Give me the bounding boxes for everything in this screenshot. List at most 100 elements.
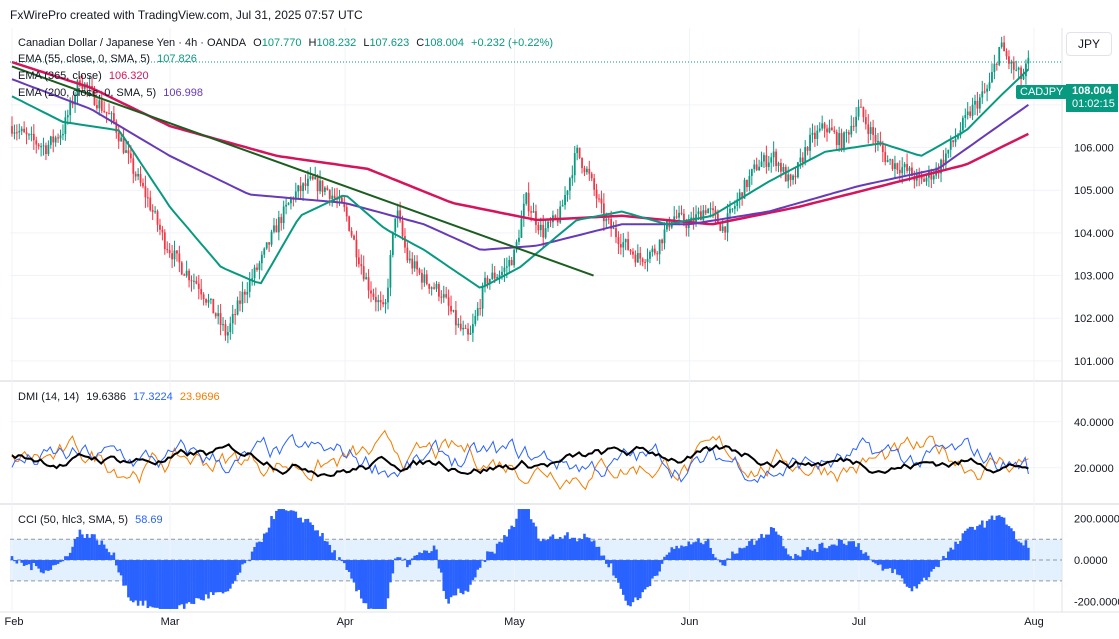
- candle-body: [452, 310, 455, 312]
- cci-bar: [961, 533, 965, 561]
- candle-body: [273, 225, 275, 232]
- candle-body: [702, 210, 705, 221]
- cci-bar: [156, 560, 159, 608]
- candle-body: [624, 239, 627, 243]
- cci-bar: [842, 543, 846, 561]
- candle-body: [872, 127, 875, 135]
- cci-bar: [735, 553, 739, 561]
- cci-bar: [968, 526, 972, 561]
- cci-bar: [432, 545, 436, 561]
- cci-bar: [709, 547, 712, 561]
- candle-body: [125, 150, 127, 153]
- cci-bar: [347, 560, 351, 572]
- candle-body: [930, 171, 933, 180]
- candle-body: [683, 213, 685, 224]
- candle-body: [146, 197, 149, 199]
- candle-body: [782, 167, 785, 172]
- cci-bar: [546, 539, 550, 561]
- cci-bar: [731, 551, 734, 561]
- cci-bar: [995, 515, 999, 561]
- candle-body: [629, 249, 632, 252]
- candle-body: [792, 175, 794, 180]
- cci-bar: [37, 560, 40, 569]
- candle-body: [268, 242, 271, 245]
- candle-body: [447, 297, 450, 306]
- candle-body: [823, 123, 826, 129]
- cci-bar: [692, 542, 695, 561]
- cci-bar: [927, 560, 931, 578]
- cci-bar: [672, 548, 676, 561]
- candle-body: [600, 198, 603, 204]
- candle-body: [656, 253, 659, 255]
- trendline: [11, 65, 594, 277]
- cci-bar: [1002, 517, 1006, 561]
- cci-bar: [823, 547, 826, 561]
- candle-body: [132, 158, 135, 174]
- cci-bar: [25, 560, 28, 565]
- candle-body: [811, 132, 814, 135]
- cci-bar: [772, 527, 775, 561]
- candle-body: [1003, 42, 1005, 52]
- cci-bar: [702, 544, 705, 561]
- cci-bar: [476, 560, 480, 570]
- cci-bar: [115, 560, 118, 566]
- cci-bar: [539, 541, 543, 561]
- cci-bar: [588, 537, 591, 561]
- cci-bar: [985, 520, 989, 561]
- cci-bar: [316, 530, 319, 561]
- candle-body: [217, 313, 220, 317]
- ema365-value: 106.320: [108, 70, 149, 82]
- cci-bar: [20, 560, 24, 563]
- candle-body: [173, 250, 176, 260]
- cci-bar: [864, 552, 868, 561]
- candle-body: [15, 132, 18, 134]
- cci-bar: [221, 560, 225, 594]
- candle-body: [741, 192, 744, 199]
- l-value: 107.623: [369, 37, 410, 49]
- candle-body: [379, 300, 382, 303]
- candle-body: [852, 125, 855, 127]
- candle-body: [881, 145, 884, 153]
- candle-body: [602, 203, 605, 222]
- candle-body: [911, 167, 913, 177]
- candle-body: [112, 113, 115, 122]
- candle-body: [838, 133, 841, 146]
- candle-body: [896, 163, 899, 170]
- candle-body: [920, 175, 923, 179]
- cci-histogram: [10, 509, 1030, 609]
- candle-body: [818, 128, 821, 131]
- cci-bar: [277, 509, 281, 561]
- ema365-line: [11, 60, 1029, 226]
- candle-body: [542, 224, 545, 238]
- currency-button[interactable]: JPY: [1066, 32, 1112, 56]
- candle-body: [503, 267, 506, 272]
- cci-bar: [435, 549, 438, 561]
- cci-bar: [604, 560, 608, 564]
- cci-bar: [845, 545, 848, 561]
- cci-bar: [558, 536, 562, 561]
- cci-bar: [301, 522, 305, 561]
- cci-bar: [122, 560, 125, 586]
- candle-body: [168, 250, 171, 254]
- cci-bar: [852, 541, 856, 561]
- candle-body: [1005, 51, 1008, 57]
- cci-bar: [990, 515, 994, 561]
- candle-body: [840, 133, 843, 150]
- candle-body: [615, 228, 617, 238]
- cci-bar: [784, 548, 788, 561]
- candle-body: [20, 128, 23, 132]
- candle-body: [416, 261, 418, 270]
- cci-bar: [226, 560, 230, 592]
- candle-body: [365, 277, 368, 280]
- cci-bar: [993, 519, 996, 561]
- cci-bar: [828, 546, 831, 561]
- cci-bar: [372, 560, 375, 609]
- candle-body: [348, 216, 351, 231]
- cci-bar: [427, 552, 431, 561]
- candle-body: [673, 216, 676, 222]
- candle-body: [835, 131, 838, 146]
- candle-body: [76, 80, 79, 96]
- cci-bar: [765, 534, 768, 561]
- candle-body: [559, 206, 562, 223]
